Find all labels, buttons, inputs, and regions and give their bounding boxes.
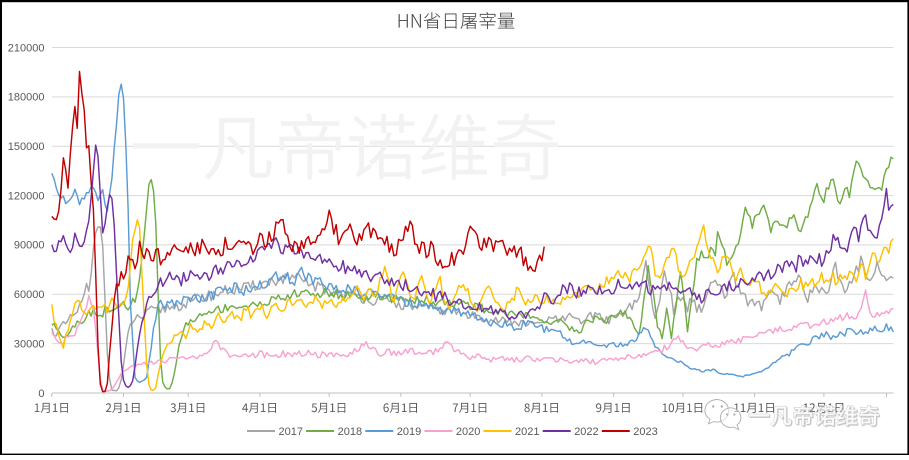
svg-text:180000: 180000	[8, 92, 45, 104]
svg-text:2020: 2020	[456, 426, 480, 438]
svg-text:60000: 60000	[14, 289, 45, 301]
svg-text:2021: 2021	[515, 426, 539, 438]
svg-text:2017: 2017	[279, 426, 303, 438]
svg-text:120000: 120000	[8, 190, 45, 202]
svg-text:90000: 90000	[14, 240, 45, 252]
svg-text:2019: 2019	[397, 426, 421, 438]
svg-text:2022: 2022	[574, 426, 598, 438]
svg-text:150000: 150000	[8, 141, 45, 153]
svg-text:210000: 210000	[8, 42, 45, 54]
svg-text:2023: 2023	[633, 426, 657, 438]
svg-text:2018: 2018	[338, 426, 362, 438]
svg-text:0: 0	[38, 388, 44, 400]
svg-text:30000: 30000	[14, 338, 45, 350]
